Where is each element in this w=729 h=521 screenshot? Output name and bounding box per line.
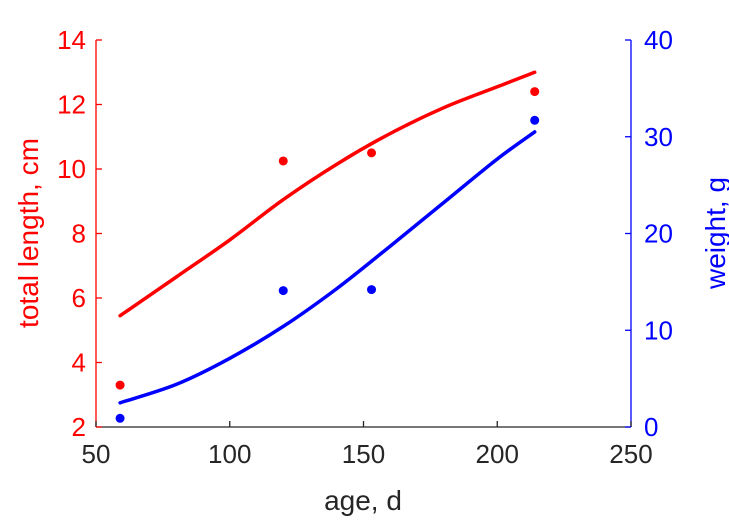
x-tick-label: 250 (609, 439, 652, 469)
length-data-point (278, 156, 288, 166)
weight-data-point (115, 413, 125, 423)
right-tick-label: 10 (644, 315, 673, 345)
x-tick-label: 100 (208, 439, 251, 469)
weight-data-point (367, 285, 377, 295)
length-data-point (530, 87, 540, 97)
weight-data-point (278, 286, 288, 296)
left-axis-title: total length, cm (13, 138, 44, 328)
fit-lines (118, 70, 537, 405)
left-tick-label: 12 (57, 90, 86, 120)
x-tick-label: 200 (476, 439, 519, 469)
right-tick-label: 0 (644, 412, 658, 442)
left-tick-label: 14 (57, 25, 86, 55)
left-tick-label: 6 (72, 283, 86, 313)
right-tick-label: 40 (644, 25, 673, 55)
x-tick-label: 150 (342, 439, 385, 469)
right-axis-title: weight, g (700, 177, 729, 290)
left-tick-label: 10 (57, 154, 86, 184)
tick-labels: 50 100 150 200 250 2 4 6 8 10 12 14 0 10 20 30 40 (57, 25, 673, 469)
x-tick-label: 50 (82, 439, 111, 469)
left-tick-label: 4 (72, 348, 86, 378)
weight-data-point (530, 115, 540, 125)
x-axis-title: age, d (324, 485, 402, 516)
length-data-point (115, 380, 125, 390)
weight-fit-line (118, 130, 537, 405)
length-fit-line (118, 70, 537, 318)
right-tick-label: 30 (644, 122, 673, 152)
axes (95, 39, 632, 428)
data-points (115, 87, 540, 423)
right-tick-label: 20 (644, 219, 673, 249)
length-data-point (367, 148, 377, 158)
left-tick-label: 2 (72, 412, 86, 442)
left-tick-label: 8 (72, 219, 86, 249)
